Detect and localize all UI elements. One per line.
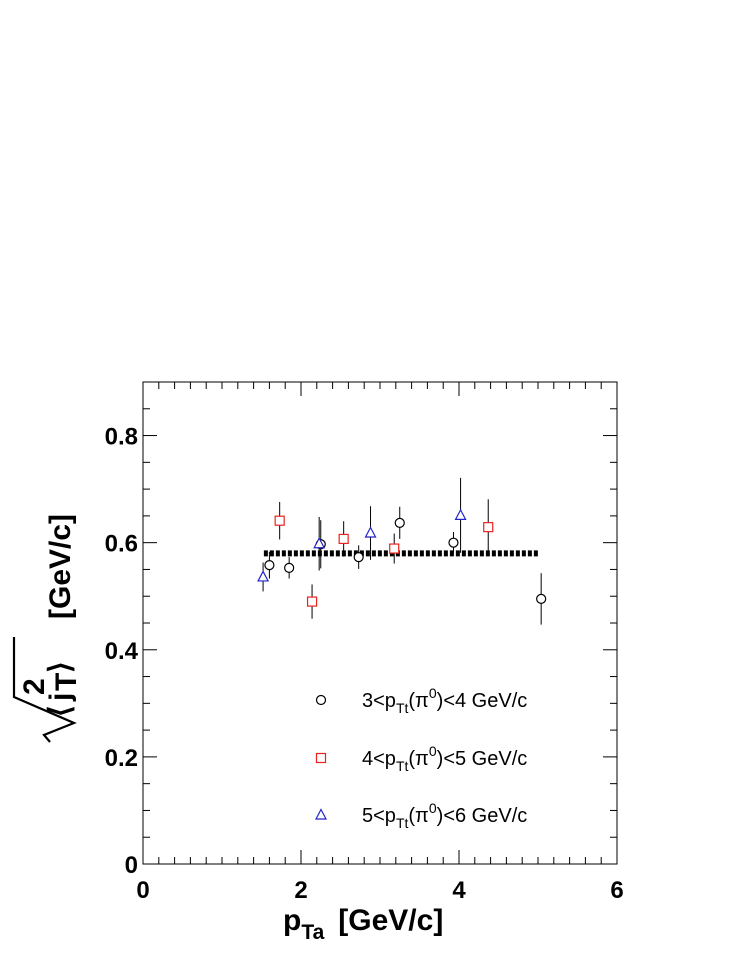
legend-label: 3<pTt(π0)<4 GeV/c: [362, 685, 527, 716]
svg-text:⟨: ⟨: [44, 705, 77, 717]
y-tick-label: 0.2: [105, 745, 138, 772]
x-tick-label: 6: [610, 877, 623, 904]
x-tick-label: 0: [136, 877, 149, 904]
data-point-square: [483, 522, 494, 533]
x-tick-label: 2: [294, 877, 307, 904]
legend-entry: 4<pTt(π0)<5 GeV/c: [315, 743, 527, 774]
legend-label: 5<pTt(π0)<6 GeV/c: [362, 800, 527, 831]
sqrt-sign-icon: [12, 637, 77, 743]
svg-text:⟩: ⟩: [44, 661, 77, 673]
series-circle: [264, 506, 547, 625]
data-points: [257, 477, 547, 625]
axis-tick-labels: 0 2 4 6 0 0.2 0.4 0.6 0.8: [105, 424, 624, 904]
legend-marker-square: [315, 752, 327, 764]
series-triangle: [257, 477, 467, 592]
legend-entry: 3<pTt(π0)<4 GeV/c: [315, 685, 527, 716]
data-point-square: [389, 543, 400, 554]
y-tick-label: 0.6: [105, 531, 138, 558]
legend: 3<pTt(π0)<4 GeV/c 4<pTt(π0)<5 GeV/c 5<pTt(…: [315, 685, 527, 831]
svg-text:j: j: [44, 693, 77, 702]
legend-entry: 5<pTt(π0)<6 GeV/c: [315, 800, 527, 831]
data-point-triangle: [454, 508, 467, 520]
data-point-circle: [394, 517, 405, 528]
legend-label: 4<pTt(π0)<5 GeV/c: [362, 743, 527, 774]
y-tick-label: 0: [125, 852, 138, 879]
axis-ticks: [142, 381, 618, 865]
y-tick-label: 0.4: [105, 638, 139, 665]
x-axis-title: pTa [GeV/c]: [283, 904, 443, 944]
y-tick-label: 0.8: [105, 424, 138, 451]
series-square: [274, 499, 494, 619]
data-point-circle: [284, 562, 295, 573]
svg-text:[GeV/c]: [GeV/c]: [44, 514, 77, 619]
data-point-circle: [353, 552, 364, 563]
data-point-square: [274, 515, 285, 526]
x-tick-label: 4: [452, 877, 466, 904]
data-point-triangle: [313, 536, 326, 549]
svg-text:2: 2: [18, 678, 51, 695]
data-point-square: [306, 596, 318, 607]
data-point-triangle: [364, 526, 377, 538]
svg-text:T: T: [50, 673, 83, 691]
plot-frame: [142, 381, 618, 865]
data-point-circle: [448, 537, 459, 548]
data-point-circle: [536, 593, 547, 605]
data-point-square: [338, 533, 349, 545]
y-axis-title: ⟨ j 2 T ⟩ [GeV/c]: [12, 514, 83, 743]
legend-marker-triangle: [315, 808, 327, 820]
data-point-circle: [264, 560, 275, 571]
legend-marker-circle: [315, 694, 327, 706]
data-point-triangle: [257, 570, 270, 582]
